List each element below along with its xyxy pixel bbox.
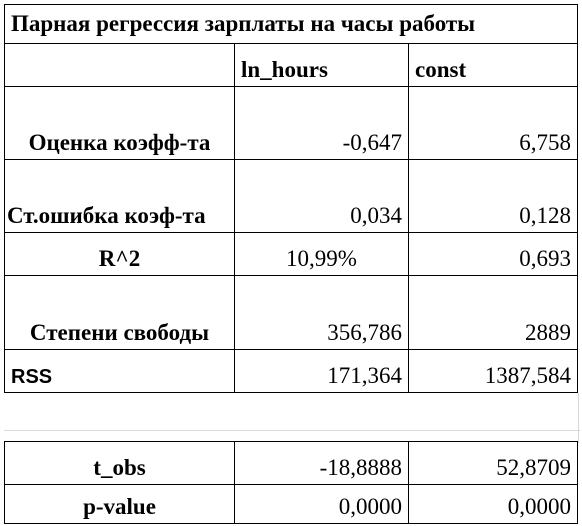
- row-label-r2[interactable]: R^2: [4, 232, 235, 276]
- row-label-p-value[interactable]: p-value: [4, 484, 235, 524]
- row-estimate-const[interactable]: 6,758: [408, 86, 578, 160]
- spacer-gridline-top: [4, 430, 580, 431]
- row-label-estimate[interactable]: Оценка коэфф-та: [4, 86, 235, 160]
- header-cell-ln-hours[interactable]: ln_hours: [234, 43, 409, 87]
- row-label-std-error[interactable]: Ст.ошибка коэф-та: [4, 159, 235, 233]
- row-rss-const[interactable]: 1387,584: [408, 349, 578, 393]
- row-std-error-ln-hours[interactable]: 0,034: [234, 159, 409, 233]
- spacer-gridline-right: [578, 393, 579, 443]
- row-p-value-const[interactable]: 0,0000: [408, 484, 578, 524]
- header-cell-empty[interactable]: [4, 43, 235, 87]
- row-t-obs-const[interactable]: 52,8709: [408, 441, 578, 485]
- row-std-error-const[interactable]: 0,128: [408, 159, 578, 233]
- row-r2-const[interactable]: 0,693: [408, 232, 578, 276]
- row-r2-ln-hours[interactable]: 10,99%: [234, 232, 409, 276]
- row-dof-const[interactable]: 2889: [408, 275, 578, 350]
- row-label-dof[interactable]: Степени свободы: [4, 275, 235, 350]
- row-label-t-obs[interactable]: t_obs: [4, 441, 235, 485]
- header-cell-const[interactable]: const: [408, 43, 578, 87]
- row-t-obs-ln-hours[interactable]: -18,8888: [234, 441, 409, 485]
- row-label-rss[interactable]: RSS: [4, 349, 235, 393]
- row-estimate-ln-hours[interactable]: -0,647: [234, 86, 409, 160]
- row-p-value-ln-hours[interactable]: 0,0000: [234, 484, 409, 524]
- row-dof-ln-hours[interactable]: 356,786: [234, 275, 409, 350]
- row-rss-ln-hours[interactable]: 171,364: [234, 349, 409, 393]
- table-title[interactable]: Парная регрессия зарплаты на часы работы: [4, 4, 578, 44]
